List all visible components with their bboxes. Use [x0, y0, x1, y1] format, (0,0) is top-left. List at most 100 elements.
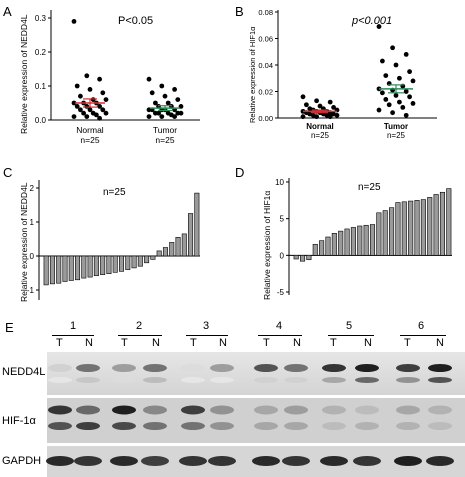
ytick-label: 0.3 [35, 14, 47, 23]
lane-3-t: T [190, 337, 197, 349]
bar [369, 224, 376, 256]
bar [433, 194, 439, 256]
blot-band [428, 422, 452, 430]
data-point [100, 90, 106, 96]
bar [357, 225, 363, 256]
western-blot: 1 2 3 4 5 6 T N T N T N T N T N T N NEDD… [0, 318, 465, 477]
data-point [78, 93, 83, 99]
panel-b-group-tumor-n: n=25 [387, 131, 406, 140]
blot-band [394, 456, 422, 466]
data-point [156, 110, 162, 116]
panel-c-chart: Relative expression of NEDD4L n=25 -1 0 1 2 [19, 180, 200, 302]
bar [408, 200, 414, 256]
data-point [178, 110, 184, 116]
band-label-gapdh: GAPDH [2, 455, 42, 467]
blot-band [48, 364, 72, 372]
blot-band [322, 377, 346, 383]
lane-underline-4 [258, 335, 302, 336]
blot-band [396, 422, 420, 430]
blot-band [284, 422, 308, 430]
data-point [84, 114, 90, 119]
bar [87, 255, 93, 278]
bar [312, 244, 318, 256]
data-point [314, 98, 319, 104]
data-point [314, 114, 319, 120]
data-point [97, 104, 102, 109]
blot-band [48, 422, 72, 430]
blot-band [76, 405, 100, 415]
data-point [390, 45, 395, 51]
lane-4-n: N [293, 337, 301, 349]
blot-band [210, 422, 234, 430]
bar [131, 255, 137, 269]
charts-canvas: Relative expression of NEDD4L P<0.05 0.0… [19, 8, 452, 302]
blot-band [181, 377, 205, 383]
bar [306, 255, 312, 261]
blot-strip-hif1a [47, 398, 465, 443]
blot-band [428, 405, 452, 415]
bar [169, 242, 175, 257]
panel-c-n-label: n=25 [103, 187, 126, 198]
panel-a-chart: Relative expression of NEDD4L P<0.05 0.0… [19, 10, 200, 145]
panel-a-group-tumor: Tumor [153, 125, 177, 135]
data-point [410, 78, 416, 84]
bar [420, 199, 426, 256]
data-point [410, 101, 416, 106]
bar [49, 255, 55, 285]
data-point [390, 110, 395, 116]
data-point [87, 87, 93, 92]
data-point [81, 110, 86, 116]
data-point [327, 114, 333, 120]
bar [106, 255, 112, 274]
data-point [383, 73, 389, 78]
lane-1-t: T [56, 337, 63, 349]
blot-band [254, 422, 278, 430]
data-point [407, 69, 412, 75]
lane-underline-5 [328, 335, 374, 336]
ytick-label: 1 [30, 218, 35, 227]
data-point [380, 90, 385, 96]
data-point [327, 99, 333, 105]
lane-number-2: 2 [136, 320, 143, 332]
blot-band [426, 456, 454, 466]
bar [395, 202, 401, 256]
lane-number-6: 6 [418, 320, 425, 332]
blot-band [355, 364, 379, 372]
bar [363, 224, 369, 256]
data-point [393, 93, 399, 98]
data-point [159, 114, 165, 119]
blot-band [282, 456, 310, 466]
blot-band [112, 364, 136, 372]
ytick-label: -5 [277, 288, 285, 297]
bar [446, 188, 452, 256]
bar [338, 230, 344, 256]
lane-number-3: 3 [203, 320, 210, 332]
data-point [304, 102, 309, 108]
blot-band [353, 456, 381, 466]
panel-a-group-normal: Normal [76, 125, 104, 135]
bar [125, 255, 131, 270]
data-point [397, 99, 402, 105]
data-point [172, 114, 178, 119]
bar [188, 213, 194, 257]
data-point [74, 83, 80, 89]
data-point [100, 107, 106, 113]
blot-band [322, 405, 346, 415]
ytick-label: 0 [30, 252, 35, 261]
data-point [71, 100, 77, 106]
blot-band [284, 405, 308, 415]
blot-band [181, 364, 205, 372]
blot-strip-nedd4l [47, 352, 465, 395]
lane-number-1: 1 [70, 320, 77, 332]
lane-underline-6 [400, 335, 446, 336]
blot-band [76, 364, 100, 372]
lane-2-n: N [152, 337, 160, 349]
blot-band [141, 456, 169, 466]
blot-band [143, 422, 167, 430]
data-point [78, 107, 83, 113]
data-point [403, 52, 409, 57]
bar [162, 247, 168, 257]
lane-underline-1 [52, 335, 94, 336]
lane-number-5: 5 [346, 320, 353, 332]
lane-3-n: N [219, 337, 227, 349]
